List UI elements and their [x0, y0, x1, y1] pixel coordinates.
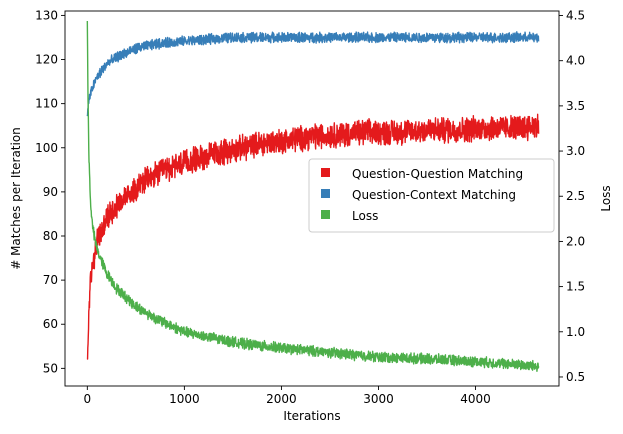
legend-swatch-question-question [321, 168, 330, 177]
legend-swatch-loss [321, 210, 330, 219]
series-line-question-context-matching [86, 31, 540, 117]
right-y-tick-label: 1.0 [566, 325, 585, 339]
series-layer [86, 20, 540, 372]
x-tick-label: 0 [84, 392, 92, 406]
left-y-tick-label: 70 [43, 273, 58, 287]
x-tick-label: 2000 [266, 392, 297, 406]
right-y-tick-label: 0.5 [566, 370, 585, 384]
legend-item-question-context: Question-Context Matching [321, 188, 516, 202]
right-y-tick-label: 3.0 [566, 144, 585, 158]
right-y-tick-label: 2.0 [566, 234, 585, 248]
legend-label-question-question: Question-Question Matching [352, 167, 523, 181]
right-y-tick-label: 1.5 [566, 280, 585, 294]
left-y-tick-label: 80 [43, 229, 58, 243]
left-y-tick-label: 130 [35, 8, 58, 22]
right-y-axis-ticks: 0.5 1.0 1.5 2.0 2.5 3.0 3.5 4.0 4.5 [559, 9, 585, 384]
left-y-tick-label: 110 [35, 97, 58, 111]
right-y-tick-label: 4.0 [566, 54, 585, 68]
series-line-question-question-matching [86, 113, 540, 360]
left-y-tick-label: 60 [43, 317, 58, 331]
legend-item-loss: Loss [321, 209, 378, 223]
legend-label-question-context: Question-Context Matching [352, 188, 516, 202]
right-y-tick-label: 3.5 [566, 99, 585, 113]
series-line-loss [86, 20, 540, 372]
legend-swatch-question-context [321, 189, 330, 198]
right-y-tick-label: 2.5 [566, 189, 585, 203]
right-y-axis-label: Loss [599, 185, 613, 211]
legend-item-question-question: Question-Question Matching [321, 167, 523, 181]
left-y-tick-label: 90 [43, 185, 58, 199]
x-tick-label: 1000 [169, 392, 200, 406]
left-y-tick-label: 50 [43, 361, 58, 375]
legend: Question-Question Matching Question-Cont… [308, 158, 555, 233]
x-tick-label: 4000 [460, 392, 491, 406]
x-tick-label: 3000 [363, 392, 394, 406]
x-axis-ticks: 0 1000 2000 3000 4000 [84, 386, 491, 406]
legend-box [308, 158, 555, 233]
right-y-tick-label: 4.5 [566, 9, 585, 23]
x-axis-label: Iterations [283, 409, 340, 423]
left-y-tick-label: 120 [35, 53, 58, 67]
left-y-axis-label: # Matches per Iteration [9, 127, 23, 270]
left-y-tick-label: 100 [35, 141, 58, 155]
left-y-axis-ticks: 50 60 70 80 90 100 110 120 130 [35, 8, 65, 375]
legend-label-loss: Loss [352, 209, 378, 223]
